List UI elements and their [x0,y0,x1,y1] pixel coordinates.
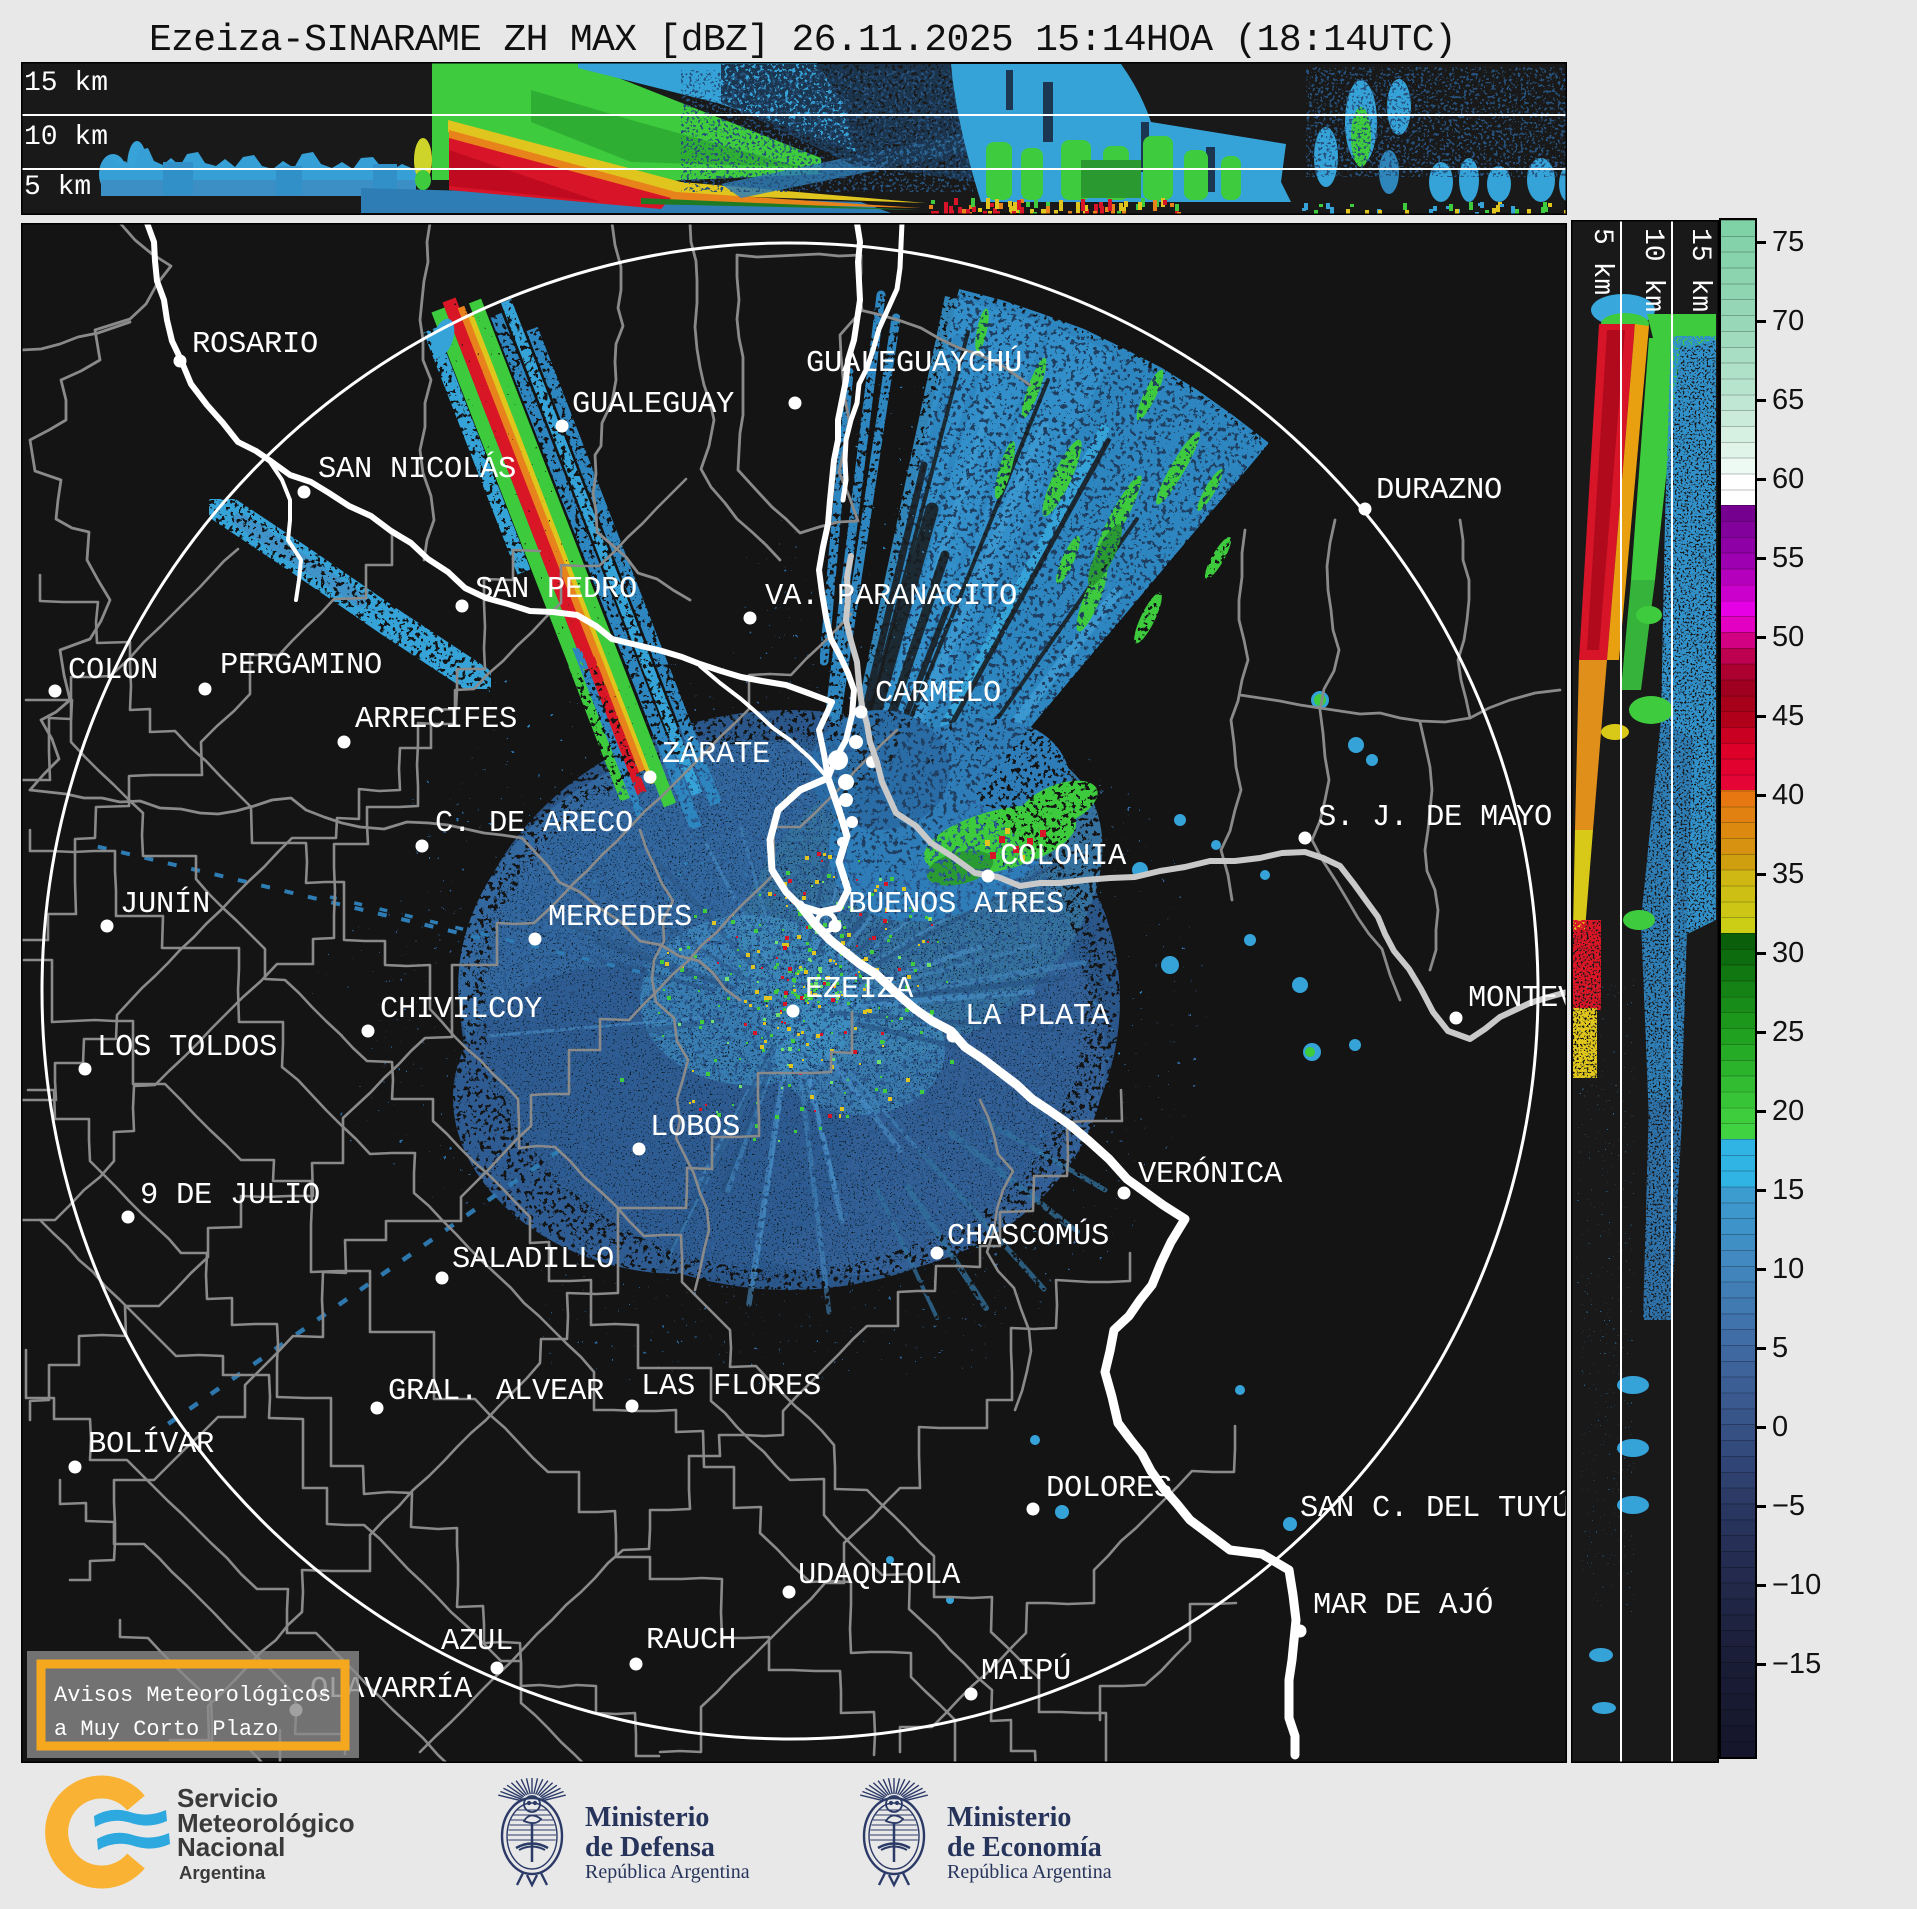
svg-text:GUALEGUAY: GUALEGUAY [572,388,734,422]
svg-text:LAS FLORES: LAS FLORES [641,1370,821,1404]
svg-text:Ministerio: Ministerio [947,1802,1071,1833]
svg-text:BUENOS AIRES: BUENOS AIRES [848,888,1064,922]
svg-text:Meteorológico: Meteorológico [177,1808,355,1838]
svg-text:9 DE JULIO: 9 DE JULIO [140,1179,320,1213]
svg-text:SAN NICOLÁS: SAN NICOLÁS [318,450,516,487]
svg-text:DURAZNO: DURAZNO [1376,474,1502,508]
svg-text:UDAQUIOLA: UDAQUIOLA [798,1559,961,1593]
svg-text:Ministerio: Ministerio [585,1802,709,1833]
svg-text:LOBOS: LOBOS [650,1111,740,1145]
svg-text:de Economía: de Economía [947,1832,1102,1863]
svg-text:AZUL: AZUL [441,1625,513,1659]
svg-text:COLONIA: COLONIA [1000,840,1127,874]
svg-text:S. J. DE MAYO: S. J. DE MAYO [1318,801,1552,835]
svg-text:10 km: 10 km [1637,228,1668,312]
svg-text:15 km: 15 km [24,68,108,99]
svg-text:República Argentina: República Argentina [585,1861,750,1883]
svg-text:5 km: 5 km [1586,228,1617,295]
svg-text:COLON: COLON [68,654,158,688]
svg-text:BOLÍVAR: BOLÍVAR [88,1425,214,1462]
svg-text:DOLORES: DOLORES [1046,1472,1172,1506]
svg-text:CHIVILCOY: CHIVILCOY [380,993,542,1027]
svg-text:CHASCOMÚS: CHASCOMÚS [947,1217,1109,1254]
svg-text:EZEIZA: EZEIZA [805,973,914,1007]
svg-text:5 km: 5 km [24,172,91,203]
svg-text:SAN PEDRO: SAN PEDRO [475,573,637,607]
svg-text:RAUCH: RAUCH [646,1624,736,1658]
svg-text:MONTEVIDEO: MONTEVIDEO [1468,982,1567,1016]
svg-text:SAN C. DEL TUYÚ: SAN C. DEL TUYÚ [1300,1489,1567,1526]
svg-text:LA PLATA: LA PLATA [965,1000,1110,1034]
svg-text:PERGAMINO: PERGAMINO [220,649,382,683]
svg-text:VERÓNICA: VERÓNICA [1138,1155,1283,1192]
svg-text:Servicio: Servicio [177,1783,278,1813]
svg-text:GRAL. ALVEAR: GRAL. ALVEAR [388,1375,604,1409]
svg-text:JUNÍN: JUNÍN [120,885,210,922]
svg-text:ARRECIFES: ARRECIFES [355,703,517,737]
svg-text:15 km: 15 km [1684,228,1715,312]
svg-text:Nacional: Nacional [177,1832,285,1862]
svg-text:Argentina: Argentina [179,1862,266,1883]
svg-text:MERCEDES: MERCEDES [548,901,692,935]
svg-text:de Defensa: de Defensa [585,1832,715,1863]
svg-text:MAIPÚ: MAIPÚ [981,1652,1071,1689]
svg-text:SALADILLO: SALADILLO [452,1243,614,1277]
svg-text:ZÁRATE: ZÁRATE [662,735,770,772]
svg-text:10 km: 10 km [24,122,108,153]
svg-text:GUALEGUAYCHÚ: GUALEGUAYCHÚ [806,344,1022,381]
svg-text:CARMELO: CARMELO [875,677,1001,711]
svg-text:a Muy Corto Plazo: a Muy Corto Plazo [54,1717,278,1742]
svg-text:LOS TOLDOS: LOS TOLDOS [97,1031,277,1065]
svg-text:MAR DE AJÓ: MAR DE AJÓ [1313,1586,1493,1623]
svg-text:VA. PARANACITO: VA. PARANACITO [765,580,1017,614]
svg-text:C. DE ARECO: C. DE ARECO [435,807,633,841]
svg-text:Avisos Meteorológicos: Avisos Meteorológicos [54,1683,331,1708]
svg-text:ROSARIO: ROSARIO [192,328,318,362]
svg-text:República Argentina: República Argentina [947,1861,1112,1883]
